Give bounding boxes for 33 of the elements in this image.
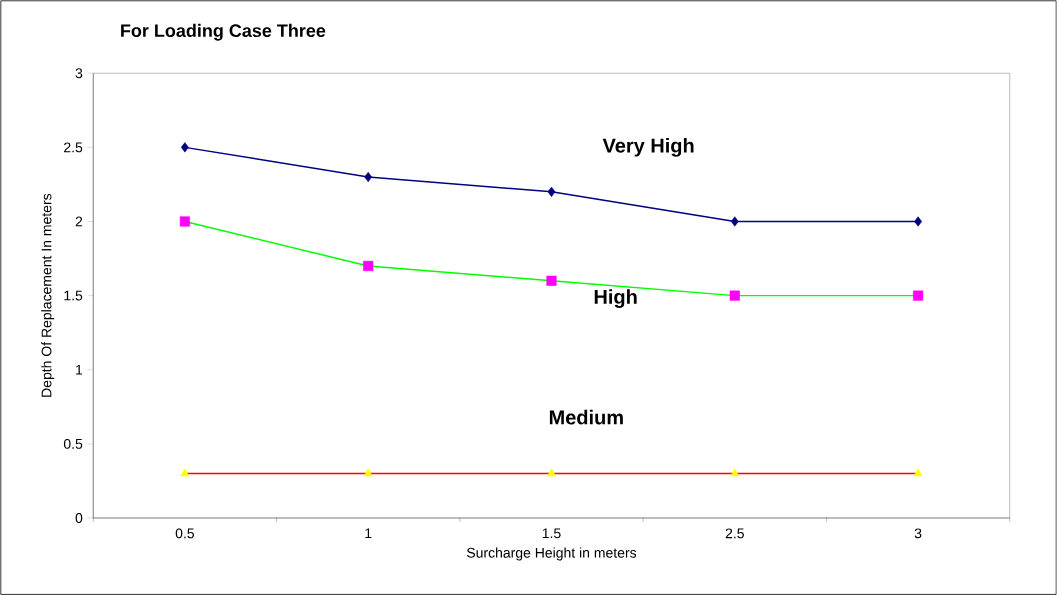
text: Very High xyxy=(602,137,694,157)
point xyxy=(913,468,923,477)
x-tick-label: 0.5 xyxy=(175,528,195,539)
y-tick-label: 3 xyxy=(75,68,83,79)
chart-title: For Loading Case Three xyxy=(121,23,326,41)
y-tick-label: 0 xyxy=(75,512,83,523)
series-label: High xyxy=(594,289,637,308)
point xyxy=(730,468,740,477)
point xyxy=(729,290,740,301)
point xyxy=(913,290,924,301)
y-tick-label: 1 xyxy=(76,364,83,375)
y-tick-label: 1.5 xyxy=(64,290,83,301)
x-tick-label: 2.5 xyxy=(725,528,744,539)
x-tick-label: 1.5 xyxy=(542,528,561,539)
point xyxy=(363,260,374,271)
x-axis-title: Surcharge Height in meters xyxy=(466,547,637,561)
point xyxy=(914,216,922,227)
text: Medium xyxy=(549,409,623,425)
point xyxy=(363,468,373,477)
point xyxy=(364,171,373,182)
point xyxy=(181,142,189,153)
point xyxy=(179,216,190,227)
x-tick-label: 1 xyxy=(365,528,372,538)
point xyxy=(546,275,557,286)
point xyxy=(547,468,556,477)
y-axis-title: Depth Of Replacement In meters xyxy=(41,193,55,397)
y-tick-label: 2.5 xyxy=(64,142,83,153)
point xyxy=(180,468,190,477)
x-tick-label: 3 xyxy=(914,528,922,539)
point xyxy=(547,186,556,197)
y-tick-label: 0.5 xyxy=(63,438,83,449)
point xyxy=(730,216,739,227)
y-tick-label: 2 xyxy=(75,216,83,227)
